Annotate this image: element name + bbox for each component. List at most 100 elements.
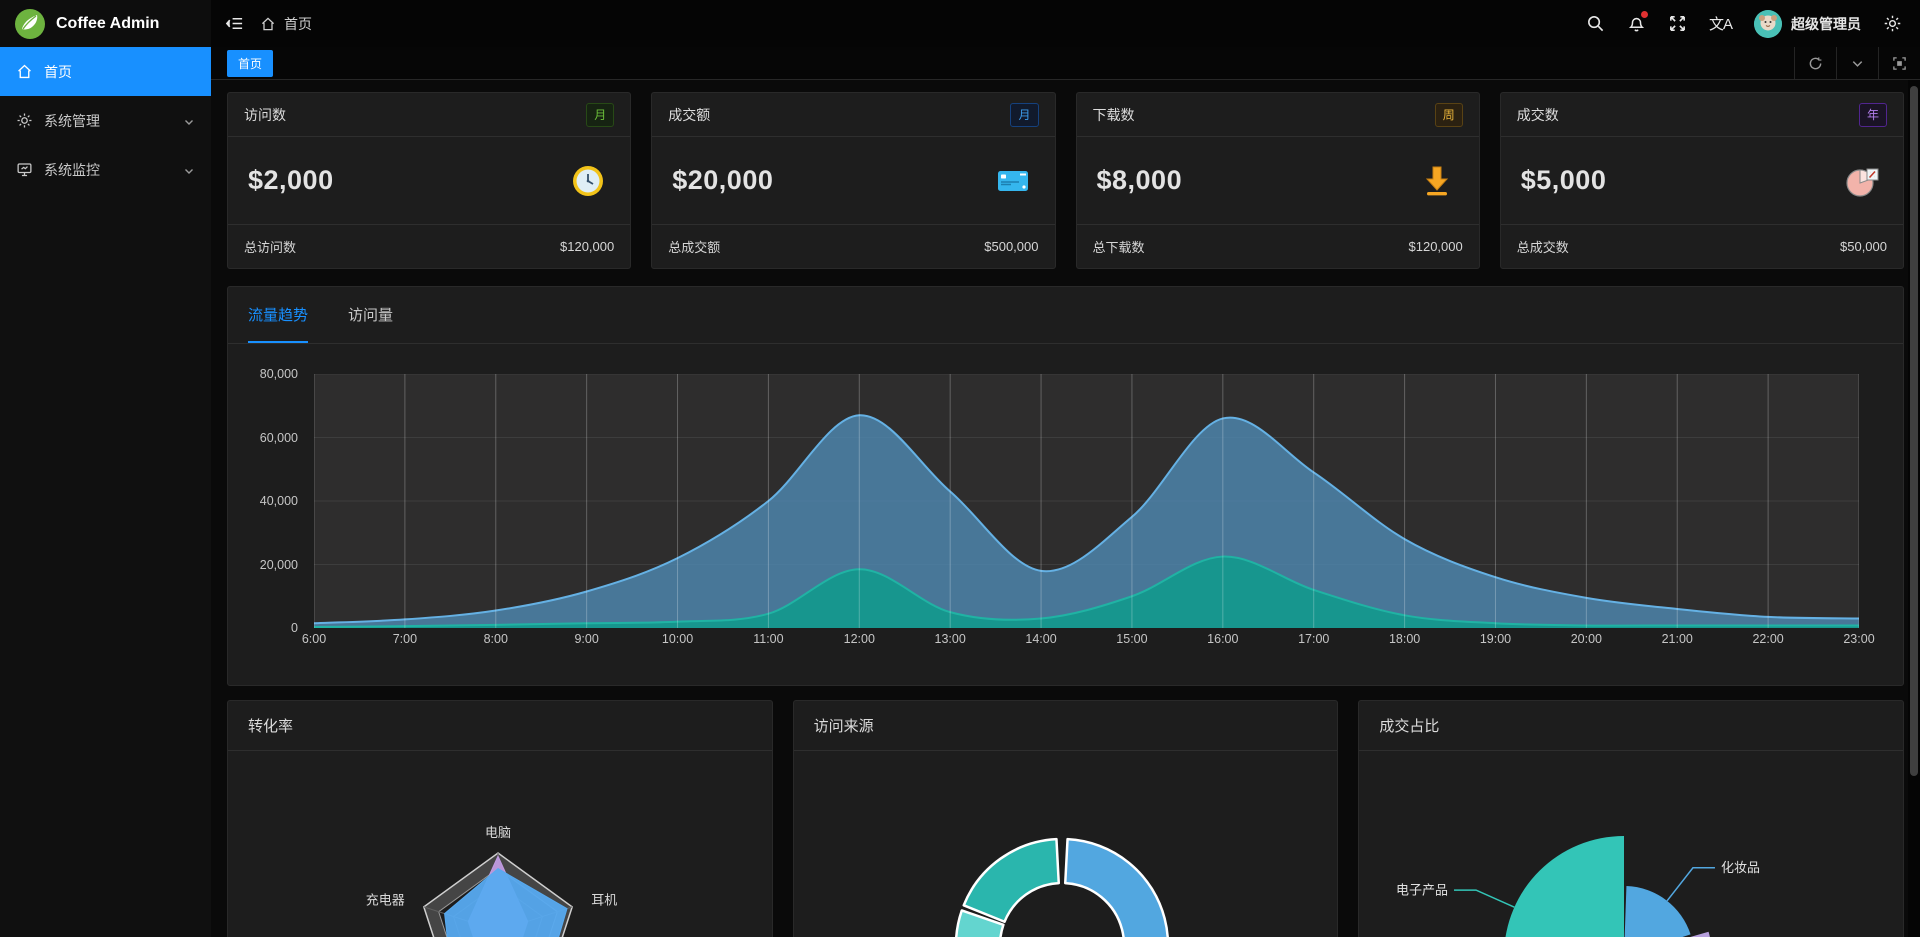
bottom-card-row: 转化率 电脑 耳机 充电器 访问来源 成交占比 电子产品 化妆品 (227, 700, 1905, 937)
x-tick-label: 19:00 (1479, 632, 1512, 646)
pie-chart: 电子产品 化妆品 (1396, 836, 1760, 937)
stat-footer-label: 总访问数 (244, 240, 297, 255)
chevron-down-icon (183, 164, 195, 176)
translate-icon[interactable]: 文A (1708, 16, 1733, 33)
gear-icon[interactable] (1883, 14, 1902, 33)
stat-footer-value: $120,000 (1408, 239, 1463, 254)
maximize-icon[interactable] (1878, 47, 1920, 79)
gear-icon (16, 112, 33, 129)
stat-value: $20,000 (672, 165, 774, 195)
top-navbar: 首页 文A 超级管理员 (211, 0, 1920, 47)
stat-title: 成交额 (668, 106, 711, 123)
fullscreen-icon[interactable] (1668, 14, 1687, 33)
stat-value: $2,000 (248, 165, 334, 195)
y-tick-label: 80,000 (259, 367, 298, 381)
sidebar-item-system-monitor[interactable]: 系统监控 (0, 145, 211, 194)
x-tick-label: 7:00 (392, 632, 418, 646)
scrollbar[interactable] (1908, 80, 1920, 937)
home-icon (260, 16, 276, 32)
stat-footer-value: $500,000 (984, 239, 1039, 254)
donut-chart (954, 837, 1169, 937)
x-tick-label: 20:00 (1570, 632, 1602, 646)
chevron-down-icon (183, 115, 195, 127)
x-tick-label: 18:00 (1388, 632, 1421, 646)
stat-card-downloads: 下载数 周 $8,000 总下载数 $120,000 (1075, 92, 1480, 269)
user-avatar (1754, 9, 1782, 38)
search-icon[interactable] (1586, 14, 1605, 33)
y-tick-label: 40,000 (259, 494, 298, 508)
sidebar: Coffee Admin 首页 系统管理 系统监控 (0, 0, 211, 937)
y-tick-label: 60,000 (259, 430, 298, 445)
period-badge: 周 (1434, 102, 1463, 127)
card-title: 成交占比 (1359, 701, 1904, 751)
chevron-down-icon[interactable] (1836, 47, 1878, 79)
x-tick-label: 21:00 (1661, 632, 1693, 646)
area-chart-plot (314, 374, 1859, 628)
x-tick-label: 9:00 (574, 632, 599, 646)
app-logo[interactable]: Coffee Admin (0, 0, 211, 47)
x-tick-label: 10:00 (661, 632, 694, 646)
conversion-rate-card: 转化率 电脑 耳机 充电器 (227, 700, 773, 937)
visit-source-card: 访问来源 (792, 700, 1339, 937)
card-title: 转化率 (228, 701, 772, 751)
tab-visits[interactable]: 访问量 (348, 306, 394, 324)
scrollbar-thumb[interactable] (1910, 86, 1918, 776)
x-tick-label: 12:00 (843, 632, 875, 646)
pie-percent-icon (1843, 163, 1879, 199)
stat-card-turnover: 成交额 月 $20,000 总成交额 $500,000 (651, 92, 1056, 269)
breadcrumb-label: 首页 (284, 15, 312, 32)
pie-slice-label: 电子产品 (1396, 883, 1448, 898)
sidebar-item-label: 系统监控 (44, 161, 100, 178)
period-badge: 年 (1858, 102, 1887, 127)
home-icon (16, 63, 33, 80)
sidebar-item-label: 系统管理 (44, 112, 100, 129)
credit-card-icon (995, 163, 1031, 199)
x-tick-label: 23:00 (1843, 632, 1875, 646)
tab-home[interactable]: 首页 (227, 49, 274, 77)
menu-fold-icon[interactable] (225, 14, 244, 33)
area-chart: 0 20,000 40,000 60,000 80,000 6:00 7:00 8:00 9:… (244, 367, 1875, 685)
deal-share-card: 成交占比 电子产品 化妆品 (1358, 700, 1905, 937)
x-tick-label: 11:00 (753, 632, 784, 646)
x-tick-label: 14:00 (1025, 632, 1057, 646)
x-tick-label: 22:00 (1752, 632, 1784, 646)
stat-card-row: 访问数 月 $2,000 总访问数 $120,000 成交额 月 (227, 92, 1904, 269)
app-title: Coffee Admin (56, 14, 160, 32)
notification-dot (1640, 11, 1648, 18)
stat-title: 成交数 (1516, 106, 1559, 123)
stat-value: $5,000 (1520, 165, 1607, 195)
sidebar-item-system-mgmt[interactable]: 系统管理 (0, 96, 211, 145)
user-menu[interactable]: 超级管理员 (1754, 9, 1861, 38)
area-chart-y-axis: 0 20,000 40,000 60,000 80,000 (244, 367, 306, 635)
x-tick-label: 6:00 (301, 632, 327, 646)
stat-footer-value: $120,000 (560, 239, 615, 254)
stat-footer-value: $50,000 (1840, 239, 1887, 254)
tab-bar: 首页 (211, 47, 1920, 80)
area-chart-x-axis: 6:00 7:00 8:00 9:00 10:00 11:00 12:00 13:00 14:0… (302, 632, 1875, 650)
main-area: 首页 文A 超级管理员 (211, 0, 1920, 937)
stat-title: 访问数 (244, 106, 286, 123)
breadcrumb[interactable]: 首页 (260, 14, 312, 34)
radar-axis-label: 电脑 (485, 825, 511, 840)
sidebar-item-home[interactable]: 首页 (0, 47, 211, 96)
stat-footer-label: 总下载数 (1092, 240, 1145, 255)
sidebar-item-label: 首页 (44, 63, 72, 80)
stat-footer-label: 总成交额 (668, 240, 721, 255)
bell-icon[interactable] (1627, 11, 1648, 33)
refresh-icon[interactable] (1794, 47, 1836, 79)
leaf-logo-icon (14, 8, 46, 40)
y-tick-label: 0 (291, 621, 298, 635)
radar-axis-label: 耳机 (591, 893, 617, 908)
page-content: 访问数 月 $2,000 总访问数 $120,000 成交额 月 (211, 80, 1920, 937)
x-tick-label: 15:00 (1116, 632, 1148, 646)
x-tick-label: 8:00 (483, 632, 508, 646)
monitor-icon (16, 161, 33, 178)
period-badge: 月 (1010, 102, 1039, 127)
tab-traffic-trend[interactable]: 流量趋势 (248, 287, 309, 343)
x-tick-label: 13:00 (934, 632, 966, 646)
pie-slice-label: 化妆品 (1721, 860, 1760, 875)
username: 超级管理员 (1791, 15, 1861, 32)
stat-card-visits: 访问数 月 $2,000 总访问数 $120,000 (227, 92, 632, 269)
x-tick-label: 17:00 (1298, 632, 1330, 646)
x-tick-label: 16:00 (1207, 632, 1239, 646)
